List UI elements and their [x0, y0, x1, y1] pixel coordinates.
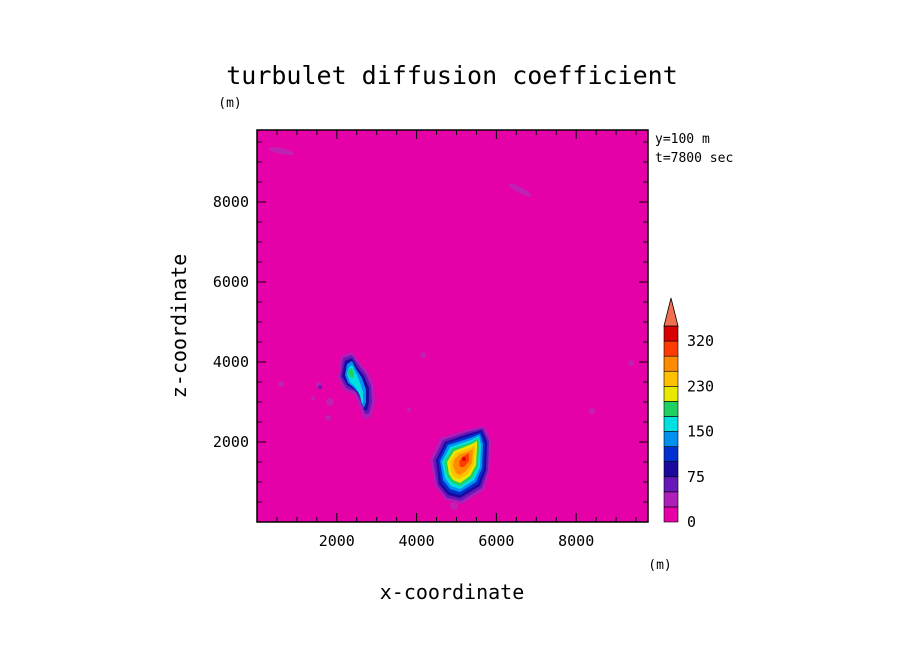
colorbar-segment	[663, 370, 679, 387]
blob-main	[430, 426, 491, 504]
spot	[450, 502, 458, 510]
x-tick-label: 6000	[478, 532, 514, 550]
colorbar-tick-label: 230	[687, 377, 714, 395]
colorbar-tick-label: 150	[687, 423, 714, 441]
spot	[326, 398, 334, 406]
axis-tick-labels: 2000 4000 6000 8000 2000 4000 6000 8000	[213, 193, 594, 550]
colorbar-segment	[663, 340, 679, 357]
colorbar-tick-label: 320	[687, 332, 714, 350]
x-tick-label: 8000	[558, 532, 594, 550]
colorbar-segment	[663, 355, 679, 372]
colorbar-segment	[663, 506, 679, 523]
colorbar-tick-label: 0	[687, 513, 696, 531]
spot	[407, 408, 411, 412]
colorbar-segment	[663, 446, 679, 462]
plot-frame	[256, 129, 649, 523]
spot	[278, 381, 284, 387]
axis-ticks	[257, 130, 648, 522]
x-tick-label: 2000	[319, 532, 355, 550]
colorbar-segment	[663, 416, 679, 432]
minor-spots	[268, 147, 634, 510]
spot	[589, 408, 595, 414]
spot	[420, 352, 426, 358]
colorbar: 0 75 150 230 320	[663, 297, 714, 531]
y-tick-label: 4000	[213, 353, 249, 371]
y-unit-label: (m)	[218, 96, 241, 111]
spot	[325, 415, 331, 421]
colorbar-tick-label: 75	[687, 468, 705, 486]
blob-left	[338, 352, 375, 419]
x-axis-label: x-coordinate	[380, 580, 525, 604]
colorbar-extend-max	[663, 297, 679, 327]
spot	[311, 396, 315, 400]
colorbar-segment	[663, 491, 679, 508]
spot	[268, 147, 294, 155]
y-tick-label: 2000	[213, 433, 249, 451]
contour-field	[257, 130, 648, 522]
y-axis-label: z-coordinate	[167, 254, 191, 399]
spot-dark	[318, 385, 322, 389]
colorbar-segment	[663, 386, 679, 402]
y-tick-label: 6000	[213, 273, 249, 291]
blob-left-level-6	[348, 368, 354, 378]
x-unit-label: (m)	[648, 558, 671, 573]
blob-main-peak	[462, 457, 466, 461]
colorbar-segment	[663, 431, 679, 447]
chart-title: turbulet diffusion coefficient	[226, 61, 678, 90]
spot	[508, 183, 532, 197]
colorbar-segment	[663, 325, 679, 342]
colorbar-segment	[663, 476, 679, 493]
annotation-t: t=7800 sec	[655, 151, 733, 166]
colorbar-segment	[663, 461, 679, 478]
spot	[628, 360, 634, 366]
y-tick-label: 8000	[213, 193, 249, 211]
annotation-y: y=100 m	[655, 132, 710, 147]
x-tick-label: 4000	[399, 532, 435, 550]
colorbar-segment	[663, 401, 679, 417]
